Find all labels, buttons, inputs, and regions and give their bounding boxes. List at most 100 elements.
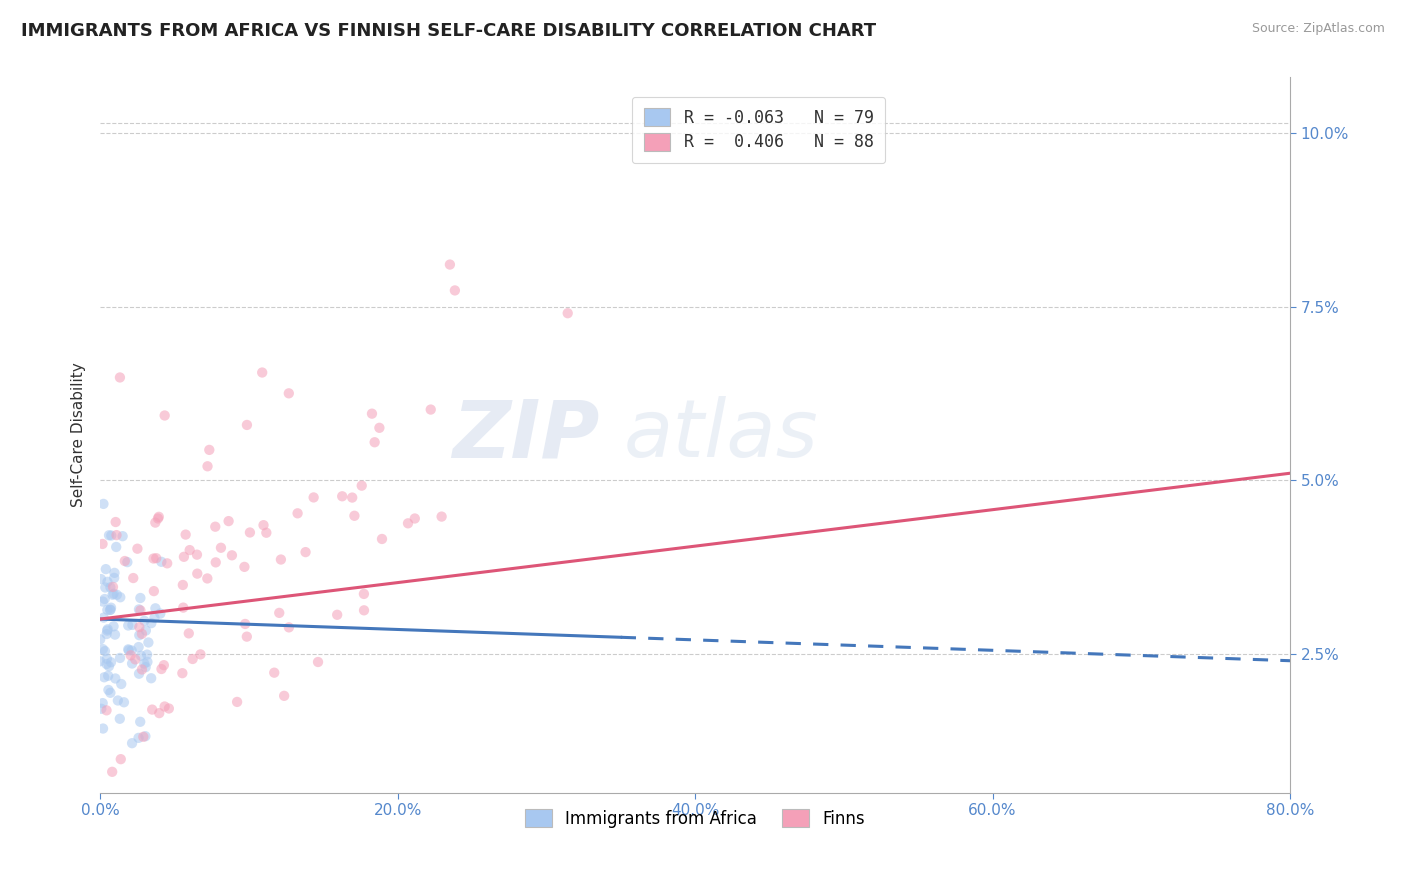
Point [100,528,122,542]
Point [153,699,176,714]
Point [141,703,163,717]
Point [108,712,131,726]
Point [444,284,467,298]
Point [122,571,145,585]
Point [134,729,156,743]
Point [131,627,153,641]
Point [270,552,292,566]
Point [118,643,141,657]
Point [100,686,122,700]
Point [129,591,152,605]
Point [105,588,128,602]
Point [149,607,172,621]
Point [218,514,240,528]
Point [136,655,159,669]
Point [105,528,128,542]
Point [101,588,124,602]
Point [110,677,132,691]
Point [342,491,364,505]
Point [93,497,115,511]
Point [104,627,127,641]
Point [124,652,146,666]
Text: IMMIGRANTS FROM AFRICA VS FINNISH SELF-CARE DISABILITY CORRELATION CHART: IMMIGRANTS FROM AFRICA VS FINNISH SELF-C… [21,22,876,40]
Point [302,491,325,505]
Point [134,657,156,671]
Point [209,541,232,555]
Point [153,409,176,423]
Point [98,603,121,617]
Point [439,258,461,272]
Point [121,736,143,750]
Point [104,515,127,529]
Point [204,519,226,533]
Point [111,529,134,543]
Point [136,648,159,662]
Point [96,657,118,671]
Point [307,655,329,669]
Point [254,525,277,540]
Point [108,370,131,384]
Point [371,532,394,546]
Point [142,584,165,599]
Point [233,617,256,632]
Point [91,722,114,736]
Point [91,594,114,608]
Point [110,752,132,766]
Point [181,652,204,666]
Point [150,662,173,676]
Point [96,652,118,666]
Point [108,651,131,665]
Point [135,660,157,674]
Point [103,566,125,580]
Point [129,648,152,663]
Point [138,635,160,649]
Point [146,511,169,525]
Point [121,643,143,657]
Point [98,528,121,542]
Point [96,603,118,617]
Point [326,607,349,622]
Point [134,614,156,628]
Point [117,642,139,657]
Point [101,580,124,594]
Point [277,620,299,634]
Point [94,562,117,576]
Point [269,606,291,620]
Point [156,557,179,571]
Point [221,549,243,563]
Point [190,648,212,662]
Point [250,366,273,380]
Point [96,624,118,638]
Point [105,540,128,554]
Point [186,566,208,581]
Point [172,600,194,615]
Point [93,670,115,684]
Point [148,509,170,524]
Point [198,442,221,457]
Point [353,587,375,601]
Point [114,554,136,568]
Point [150,555,173,569]
Point [353,603,375,617]
Point [97,622,120,636]
Point [121,657,143,671]
Point [204,555,226,569]
Point [89,632,111,647]
Point [96,574,118,589]
Point [557,306,579,320]
Point [195,571,218,585]
Point [100,655,122,669]
Point [143,516,166,530]
Text: ZIP: ZIP [453,396,600,474]
Point [239,525,262,540]
Point [90,572,112,586]
Point [363,435,385,450]
Point [100,600,122,615]
Point [236,417,259,432]
Point [145,551,167,566]
Point [361,407,384,421]
Point [93,592,115,607]
Point [141,671,163,685]
Point [142,551,165,566]
Point [89,654,111,668]
